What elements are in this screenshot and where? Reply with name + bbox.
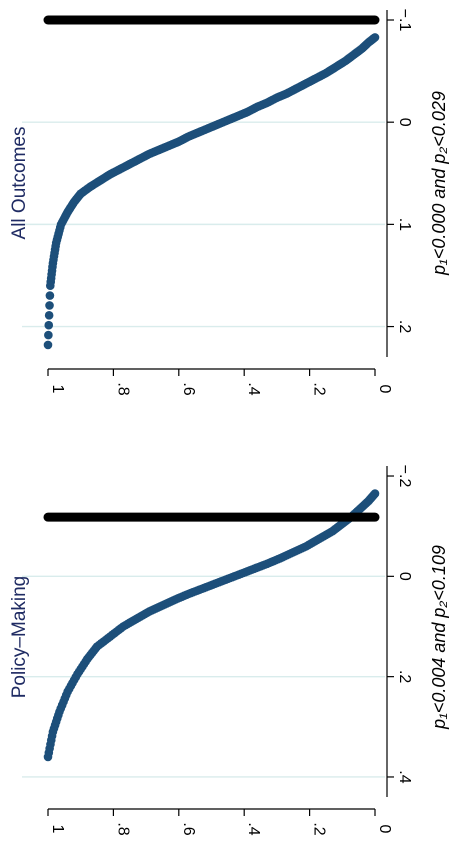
- x-tick-label: 0: [396, 118, 413, 127]
- y-tick-label: .4: [245, 822, 262, 835]
- x-tick-label: 0: [396, 572, 413, 581]
- y-tick-label: .8: [114, 382, 131, 395]
- data-point: [44, 320, 54, 330]
- panel-title: All Outcomes: [9, 127, 30, 240]
- y-tick-label: .6: [180, 822, 197, 835]
- panel-title: Policy–Making: [9, 576, 30, 699]
- x-tick-label: .2: [396, 670, 413, 683]
- data-point: [45, 301, 54, 310]
- y-tick-label: .4: [245, 382, 262, 395]
- data-point: [43, 340, 53, 350]
- x-axis-label: p₁<0.000 and p₂<0.029: [429, 91, 449, 276]
- chart-panel-2: 0 .2 .4 .6 .8 1 −.2 0 .2 .4 Policy–Making p₁<0.004 …: [9, 465, 449, 836]
- y-tick-label: .2: [311, 822, 328, 835]
- data-point: [45, 291, 55, 300]
- data-point: [43, 752, 53, 762]
- x-tick-label: .4: [396, 770, 413, 783]
- data-point: [44, 311, 54, 320]
- x-tick-label: .2: [396, 320, 413, 333]
- y-tick-label: 1: [49, 825, 66, 834]
- y-tick-label: 0: [376, 825, 393, 834]
- x-tick-label: .1: [396, 218, 413, 231]
- x-tick-label: −.2: [396, 465, 413, 488]
- y-tick-label: .6: [180, 382, 197, 395]
- x-tick-label: −.1: [396, 9, 413, 32]
- x-axis-label: p₁<0.004 and p₂<0.109: [429, 545, 449, 730]
- y-tick-label: .8: [114, 822, 131, 835]
- y-tick-label: 0: [376, 385, 393, 394]
- chart-panel-1: 0 .2 .4 .6 .8 1 −.1 0 .1 .2 All Outcomes p₁<0.000 a…: [9, 9, 449, 396]
- y-tick-label: 1: [49, 385, 66, 394]
- data-point: [44, 330, 53, 340]
- data-point: [45, 281, 55, 290]
- y-tick-label: .2: [311, 382, 328, 395]
